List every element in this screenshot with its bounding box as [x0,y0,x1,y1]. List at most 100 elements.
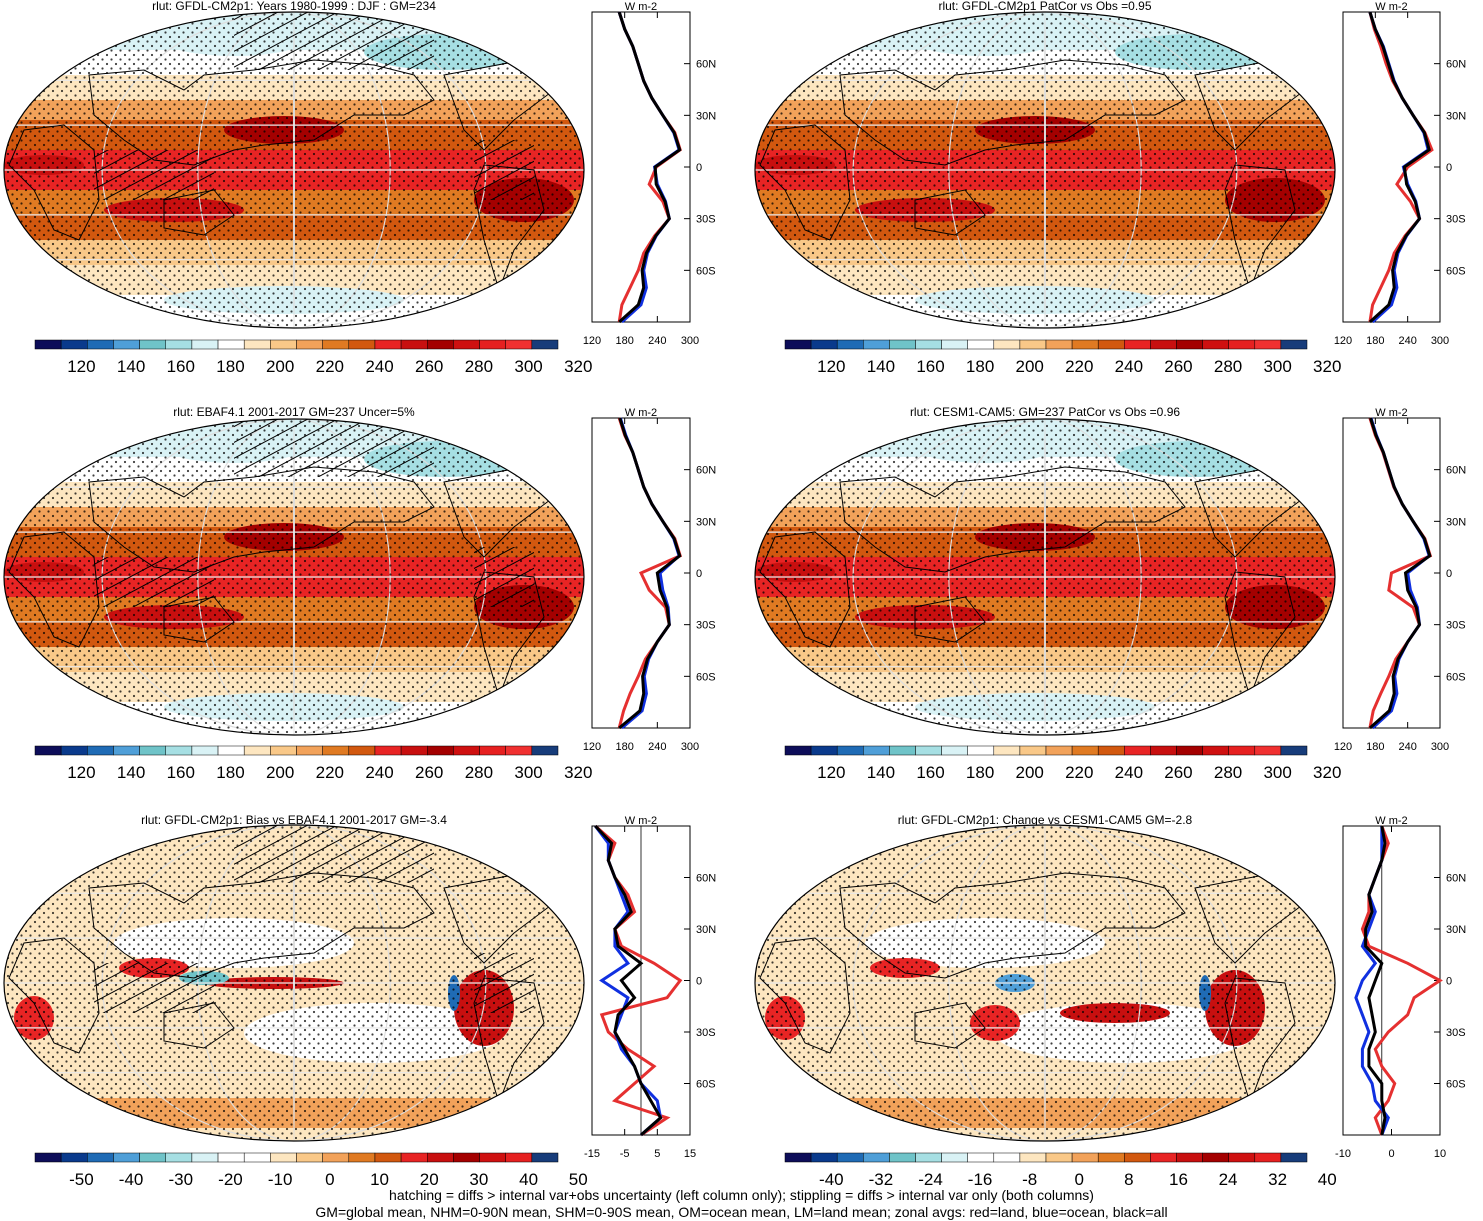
map-outline [3,824,585,1142]
colorbar-swatch [505,745,533,756]
colorbar-swatch [993,339,1021,350]
zonal-frame [591,11,691,323]
colorbar-swatch [427,745,454,756]
panel-title: rlut: GFDL-CM2p1: Years 1980-1999 : DJF … [152,0,436,13]
colorbar-swatch [322,745,350,756]
colorbar-tick-label: 30 [469,1170,488,1189]
colorbar-tick-label: 160 [916,763,944,782]
colorbar-swatch [889,745,916,756]
map-2 [754,11,1336,329]
colorbar-swatch [941,1152,968,1163]
series-line-all [617,11,682,324]
panel-5: rlut: GFDL-CM2p1: Bias vs EBAF4.1 2001-2… [3,813,716,1189]
lat-tick-label: 60S [696,671,716,683]
lat-tick-label: 60S [1446,265,1466,277]
lat-tick-label: 30S [696,1027,716,1039]
colorbar-swatch [1150,339,1177,350]
colorbar-tick-label: 32 [1268,1170,1287,1189]
colorbar-tick-label: -16 [968,1170,993,1189]
zonal-plot-5: 60N 30N 0 30S 60S -15 -5 5 15 W m-2 [584,815,716,1160]
colorbar-swatch [810,339,838,350]
colorbar-swatch [296,1152,323,1163]
colorbar-swatch [87,745,114,756]
colorbar-swatch [993,745,1021,756]
colorbar-tick-label: 10 [370,1170,389,1189]
series-line-ocean [617,11,681,324]
colorbar-tick-label: 140 [117,763,145,782]
colorbar-swatch [1280,339,1308,350]
lat-tick-label: 60N [1446,465,1466,477]
colorbar-swatch [139,745,167,756]
colorbar-swatch [243,745,271,756]
colorbar-tick-label: 140 [867,763,895,782]
series-line-ocean [1354,826,1390,1136]
colorbar-tick-label: -20 [218,1170,243,1189]
colorbar-tick-label: 140 [867,357,895,376]
colorbar-tick-label: 200 [1016,357,1044,376]
x-tick-label: -10 [1335,1148,1351,1160]
map-outline [754,824,1336,1142]
colorbar-swatch [34,1152,62,1163]
colorbar-tick-label: 200 [1016,763,1044,782]
colorbar-tick-label: 260 [415,763,443,782]
colorbar-swatch [784,745,812,756]
colorbar-swatch [322,1152,350,1163]
colorbar-tick-label: 220 [1065,763,1093,782]
colorbar-tick-label: 260 [415,357,443,376]
colorbar-swatch [113,745,140,756]
colorbar-swatch [113,1152,140,1163]
zonal-plot-4: 60N 30N 0 30S 60S 120 180 240 300 W m-2 [1334,407,1466,753]
colorbar-swatch [453,1152,480,1163]
series-line-land [1368,11,1434,323]
colorbar-swatch [889,339,916,350]
lat-tick-label: 60S [1446,671,1466,683]
colorbar-swatch [165,745,193,756]
colorbar-swatch [1045,745,1073,756]
colorbar-swatch [863,339,890,350]
colorbar-swatch [191,339,219,350]
colorbar-5: -50 -40 -30 -20 -10 0 10 20 30 40 50 [34,1152,588,1189]
colorbar-swatch [270,1152,297,1163]
colorbar-swatch [836,339,864,350]
map-outline [754,11,1336,329]
colorbar-tick-label: -40 [819,1170,844,1189]
colorbar-6: -40 -32 -24 -16 -8 0 8 16 24 32 40 [784,1152,1337,1189]
colorbar-tick-label: 220 [316,763,344,782]
unit-label: W m-2 [625,407,657,419]
colorbar-swatch [836,1152,864,1163]
lat-tick-label: 30N [696,110,716,122]
lat-tick-label: 0 [1446,162,1452,174]
panel-title: rlut: GFDL-CM2p1: Change vs CESM1-CAM5 G… [898,813,1193,827]
colorbar-swatch [1071,1152,1099,1163]
colorbar-tick-label: -32 [869,1170,894,1189]
x-tick-label: 300 [681,335,699,347]
panel-title: rlut: EBAF4.1 2001-2017 GM=237 Uncer=5% [173,405,415,419]
map-outline [3,11,585,329]
colorbar-tick-label: -50 [69,1170,94,1189]
colorbar-swatch [139,1152,167,1163]
colorbar-swatch [1228,745,1256,756]
colorbar-tick-label: 140 [117,357,145,376]
x-tick-label: 180 [615,741,633,753]
colorbar-swatch [296,745,323,756]
colorbar-swatch [941,339,968,350]
x-tick-label: 120 [583,741,601,753]
colorbar-tick-label: 280 [1214,357,1242,376]
map-outline [754,418,1336,736]
unit-label: W m-2 [1375,815,1407,827]
x-tick-label: -15 [584,1148,600,1160]
map-6 [754,824,1336,1142]
series-line-all [1368,11,1431,324]
map-3 [3,418,585,736]
x-tick-label: 300 [681,741,699,753]
colorbar-tick-label: 120 [817,763,845,782]
colorbar-swatch [1202,1152,1229,1163]
colorbar-tick-label: 300 [1263,763,1291,782]
lat-tick-label: 60S [1446,1079,1466,1091]
colorbar-swatch [34,745,62,756]
colorbar-tick-label: 50 [569,1170,588,1189]
colorbar-tick-label: -40 [119,1170,144,1189]
footer-line-2: GM=global mean, NHM=0-90N mean, SHM=0-90… [315,1204,1168,1220]
colorbar-swatch [915,1152,942,1163]
colorbar-tick-label: 240 [365,357,393,376]
